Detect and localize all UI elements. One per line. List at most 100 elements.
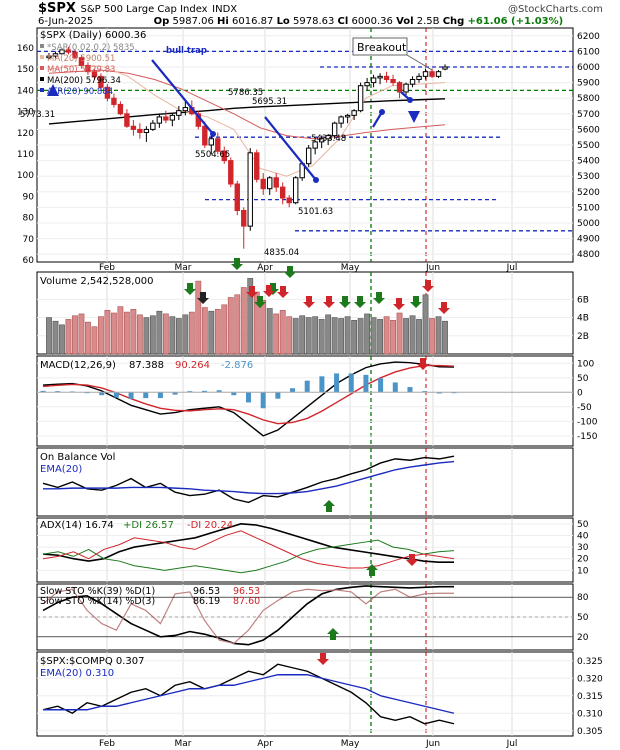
price-tick-label: 6000 bbox=[577, 63, 600, 73]
volume-signal-arrow-red bbox=[323, 296, 335, 308]
volume-bar bbox=[370, 317, 377, 355]
annotation-price-label: 5504.65 bbox=[195, 150, 230, 160]
spacer bbox=[323, 274, 335, 278]
candle-body bbox=[111, 97, 117, 105]
ratio-signal-arrow bbox=[317, 653, 329, 665]
callout-box bbox=[352, 37, 408, 56]
annotation-price-label: 5433.48 bbox=[311, 134, 346, 144]
volume-signal-arrow-red bbox=[263, 285, 275, 297]
trend-arrow-head bbox=[379, 109, 385, 115]
adx-signal-arrow bbox=[366, 564, 378, 576]
volume-bar bbox=[52, 320, 59, 355]
stochastics-panel: 80 50 20 Slow STO %K(39) %D(1) 96.53 96.53 Slo… bbox=[37, 585, 589, 646]
adx-signal-arrow-red bbox=[406, 554, 418, 566]
candle-body bbox=[364, 82, 370, 87]
macd-hist-bar bbox=[363, 374, 369, 393]
price-panel-title: $SPX (Daily) 6000.36 bbox=[40, 30, 146, 41]
volume-bar bbox=[286, 316, 293, 355]
chart-title: $SPX S&P 500 Large Cap Index INDX bbox=[38, 1, 237, 16]
candle-body bbox=[143, 128, 150, 134]
obv-series-line bbox=[42, 455, 455, 504]
candle-body bbox=[331, 122, 338, 137]
candle-body bbox=[98, 75, 104, 88]
obv-title: On Balance Vol bbox=[40, 452, 115, 463]
ratio-title: $SPX:$COMPQ 0.307 bbox=[40, 656, 145, 667]
candle-body bbox=[221, 150, 227, 162]
ratio-panel: 0.325 0.320 0.315 0.310 0.305 $SPX:$COMPQ 0.3… bbox=[37, 653, 603, 737]
candle-body bbox=[85, 64, 91, 73]
price-tick-label: 5800 bbox=[577, 94, 600, 104]
panel-border-adx bbox=[36, 517, 574, 583]
volume-bar bbox=[98, 316, 104, 355]
sto-tick-label: 20 bbox=[577, 633, 589, 643]
candle-body bbox=[280, 186, 286, 199]
volume-bar bbox=[136, 314, 143, 355]
candle-body bbox=[416, 75, 422, 80]
panel-border-obv bbox=[36, 447, 574, 517]
sto-series-line bbox=[42, 588, 454, 645]
symbol: $SPX bbox=[38, 1, 76, 16]
sto-k39-value: 96.53 bbox=[193, 586, 220, 597]
macd-hist-bar bbox=[157, 392, 163, 399]
price-tick-label: 5300 bbox=[577, 172, 600, 182]
ratio-tick-label: 0.325 bbox=[577, 657, 603, 667]
price-tick-label: 5900 bbox=[577, 79, 600, 89]
ratio-tick-label: 0.315 bbox=[577, 692, 603, 702]
spacer bbox=[323, 286, 335, 294]
ratio-ema-label: EMA(20) 0.310 bbox=[40, 668, 114, 679]
price-left-tick-label: 120 bbox=[17, 129, 34, 139]
close-label: Cl bbox=[337, 16, 349, 27]
candle-body bbox=[370, 77, 377, 84]
macd-signal-value: 90.264 bbox=[175, 360, 210, 371]
x-tick-label-top: Feb bbox=[99, 263, 115, 273]
candle-body bbox=[254, 152, 260, 180]
vol-label: Vol bbox=[396, 16, 414, 27]
macd-hist-bar bbox=[231, 392, 237, 396]
macd-hist-bar bbox=[113, 392, 119, 398]
candle-body bbox=[403, 83, 409, 93]
volume-bar bbox=[91, 326, 98, 355]
volume-bar bbox=[111, 312, 117, 355]
price-tick-label: 5500 bbox=[577, 141, 600, 151]
adx-tick-label: 10 bbox=[577, 566, 589, 576]
candle-body bbox=[182, 107, 189, 112]
candle-body bbox=[156, 116, 163, 124]
candle-body bbox=[305, 147, 312, 165]
volume-bar bbox=[149, 315, 156, 355]
price-left-tick-label: 60 bbox=[23, 256, 35, 266]
spacer bbox=[339, 274, 351, 278]
spacer bbox=[373, 274, 385, 278]
volume-bar bbox=[299, 315, 306, 355]
price-tick-label: 5700 bbox=[577, 110, 600, 120]
trend-arrow-head bbox=[313, 177, 319, 183]
x-tick-label-bottom: Apr bbox=[257, 739, 273, 749]
volume-bar bbox=[266, 308, 273, 355]
volume-bar bbox=[273, 313, 280, 355]
candle-body bbox=[72, 51, 78, 59]
candle-body bbox=[52, 53, 59, 57]
macd-signal-arrow bbox=[417, 358, 429, 370]
candle-body bbox=[409, 78, 416, 85]
macd-tick-label: 0 bbox=[577, 388, 583, 398]
price-left-tick-label: 140 bbox=[17, 86, 34, 96]
macd-hist-bar bbox=[260, 392, 266, 409]
price-tick-label: 6100 bbox=[577, 47, 600, 57]
quote-line: 6-Jun-2025 Op 5987.06 Hi 6016.87 Lo 5978… bbox=[38, 16, 563, 27]
x-tick-label-top: Jul bbox=[506, 263, 518, 273]
volume-bar bbox=[429, 318, 435, 355]
legend-entry: ATR(20) 90.884 bbox=[47, 87, 113, 97]
volume-bar bbox=[227, 297, 234, 355]
trend-arrow-head bbox=[210, 131, 216, 137]
volume-signal-arrow-black bbox=[197, 292, 209, 304]
macd-hist-bar bbox=[334, 373, 340, 393]
volume-signal-arrow-red bbox=[422, 280, 434, 292]
adx-tick-label: 50 bbox=[577, 520, 589, 530]
chg-label: Chg bbox=[442, 16, 465, 27]
candle-body bbox=[137, 128, 143, 134]
annotation-label: bull trap bbox=[166, 46, 207, 56]
spacer bbox=[354, 286, 366, 294]
legend-swatch bbox=[40, 88, 44, 92]
volume-bar bbox=[72, 315, 78, 355]
volume-bar bbox=[312, 316, 319, 355]
